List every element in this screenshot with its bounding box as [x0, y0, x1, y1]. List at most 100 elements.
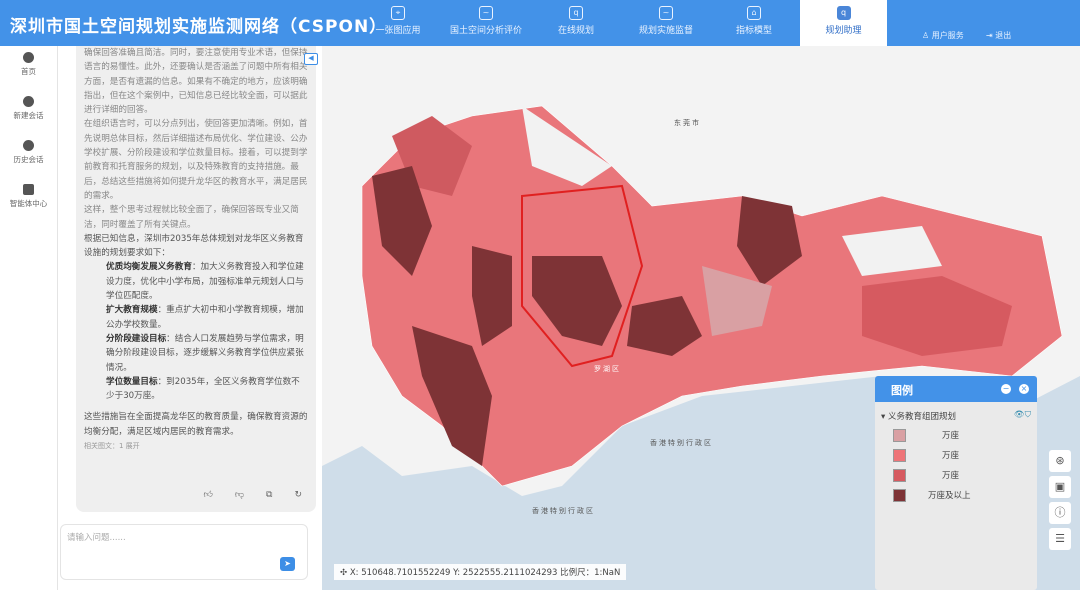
sidebar-item-label: 新建会话	[13, 111, 44, 120]
collapse-panel-button[interactable]: ◀	[304, 53, 318, 65]
sidebar: 首页 新建会话 历史会话 智能体中心	[0, 46, 58, 590]
zone	[862, 276, 1012, 356]
layers-icon: ⊛	[1055, 454, 1065, 467]
answer-item: 分阶段建设目标：结合人口发展趋势与学位需求，明确分阶段建设目标，逐步缓解义务教育…	[84, 332, 308, 375]
answer-conclusion: 这些措施旨在全面提高龙华区的教育质量，确保教育资源的均衡分配，满足区域内居民的教…	[84, 412, 308, 437]
nav-map-application[interactable]: ⌖ 一张图应用	[366, 0, 430, 46]
sidebar-item-label: 历史会话	[13, 155, 44, 164]
item-title: 优质均衡发展义务教育	[106, 262, 192, 273]
zone-high	[627, 296, 702, 356]
thumbs-up-icon[interactable]: 👍︎	[203, 489, 213, 500]
question-input[interactable]: 请输入问题...... ➤	[60, 524, 308, 580]
clock-icon	[23, 140, 34, 151]
map-label: 香港特别行政区	[532, 507, 595, 515]
basemap-toggle-button[interactable]: ⊛	[1049, 450, 1071, 472]
minimize-icon[interactable]: −	[1001, 384, 1011, 394]
map-label: 香港特别行政区	[650, 439, 713, 447]
robot-icon	[23, 184, 34, 195]
legend-header: 图例	[875, 376, 1037, 402]
zone-high	[372, 166, 432, 276]
zone-high	[412, 326, 492, 466]
legend-entry: 万座	[893, 468, 1037, 482]
thumbs-down-icon[interactable]: 👎︎	[234, 489, 245, 500]
info-icon: ⓘ	[1054, 506, 1066, 519]
sidebar-item-new-chat[interactable]: 新建会话	[0, 96, 57, 134]
answer-item: 扩大教育规模：重点扩大初中和小学教育规模，增加公办学校数量。	[84, 303, 308, 332]
legend-label: 万座	[942, 471, 960, 481]
coords-text: X: 510648.7101552249 Y: 2522555.21110242…	[349, 568, 621, 578]
chart-line-icon: ~	[659, 6, 673, 20]
thinking-text: 这样，整个思考过程就比较全面了，确保回答既专业又简洁，同时覆盖了所有关键点。	[84, 205, 299, 230]
nav-online-planning[interactable]: q 在线规划	[546, 0, 606, 46]
legend-swatch	[893, 468, 906, 482]
related-docs-link[interactable]: 相关图文：1 展开	[84, 442, 140, 451]
item-title: 扩大教育规模	[106, 305, 158, 316]
send-icon: ➤	[284, 559, 291, 568]
legend-layer[interactable]: ▾ 义务教育组团规划 👁︎⛉	[881, 410, 1031, 422]
send-button[interactable]: ➤	[280, 557, 295, 571]
nav-index-model[interactable]: ⌂ 指标模型	[724, 0, 784, 46]
legend-layer-name: 义务教育组团规划	[887, 412, 956, 422]
legend-label: 万座及以上	[928, 491, 971, 501]
nav-label: 规划助理	[825, 26, 862, 36]
item-text: ：加大义务教育投入和学位建设力度，优化中小学布局，加强标准单元规划人口与学位匹配…	[106, 262, 304, 302]
refresh-icon[interactable]: ↻	[294, 489, 302, 500]
map-pin-icon: ⌖	[391, 6, 405, 20]
map-canvas	[322, 46, 1080, 496]
info-button[interactable]: ⓘ	[1049, 502, 1071, 524]
legend-label: 万座	[942, 451, 960, 461]
zone-high	[532, 256, 622, 346]
nav-label: 规划实施监督	[638, 26, 693, 36]
copy-icon[interactable]: ⧉	[266, 489, 273, 500]
item-text: ：重点扩大初中和小学教育规模，增加公办学校数量。	[106, 305, 304, 330]
zone-empty	[842, 226, 942, 276]
header: 深圳市国土空间规划实施监测网络（CSPON） ⌖ 一张图应用 ~ 国土空间分析评价 …	[0, 0, 1080, 46]
map-label: 东莞市	[674, 119, 701, 127]
list-button[interactable]: ☰	[1049, 528, 1071, 550]
logout-label: 退出	[995, 31, 1012, 40]
item-title: 学位数量目标	[106, 376, 158, 387]
sidebar-item-label: 首页	[21, 67, 36, 76]
thinking-text: 在组织语言时，可以分点列出，使回答更加清晰。例如，首先说明总体目标，然后详细描述…	[84, 119, 308, 201]
chart-line-icon: ~	[479, 6, 493, 20]
sidebar-item-home[interactable]: 首页	[0, 52, 57, 90]
close-icon[interactable]: ×	[1019, 384, 1029, 394]
nav-plan-supervision[interactable]: ~ 规划实施监督	[628, 0, 704, 46]
sidebar-item-agent-center[interactable]: 智能体中心	[0, 184, 57, 222]
answer-item: 优质均衡发展义务教育：加大义务教育投入和学位建设力度，优化中小学布局，加强标准单…	[84, 260, 308, 303]
nav-spatial-analysis[interactable]: ~ 国土空间分析评价	[440, 0, 532, 46]
image-button[interactable]: ▣	[1049, 476, 1071, 498]
visibility-filter-icon[interactable]: 👁︎⛉	[1013, 410, 1031, 420]
logout-link[interactable]: ⇥ 退出	[986, 31, 1012, 40]
sidebar-item-label: 智能体中心	[9, 199, 48, 208]
home-icon	[23, 52, 34, 63]
nav-label: 在线规划	[557, 26, 594, 36]
house-icon: ⌂	[747, 6, 761, 20]
sidebar-item-history[interactable]: 历史会话	[0, 140, 57, 178]
chat-panel: 确保回答准确且简洁。同时，要注意使用专业术语，但保持语言的易懂性。此外，还要确认…	[58, 46, 322, 590]
map-label: 罗湖区	[594, 365, 621, 373]
nav-label: 一张图应用	[375, 26, 421, 36]
legend-panel: 图例 − × ▾ 义务教育组团规划 👁︎⛉ 万座 万座 万座 万座及以上	[875, 376, 1037, 590]
chat-icon	[23, 96, 34, 107]
map-view[interactable]: 东莞市 香港特别行政区 香港特别行政区 罗湖区 ✣ X: 510648.7101…	[322, 46, 1080, 590]
search-icon: q	[836, 6, 851, 20]
legend-swatch	[893, 488, 906, 502]
user-service-label: 用户服务	[931, 31, 964, 40]
legend-title: 图例	[891, 384, 913, 397]
answer-item: 学位数量目标：到2035年，全区义务教育学位数不少于30万座。	[84, 375, 308, 404]
item-text: ：到2035年，全区义务教育学位数不少于30万座。	[106, 376, 300, 402]
nav-planning-assistant[interactable]: q 规划助理	[800, 0, 887, 46]
legend-entry: 万座	[893, 428, 1037, 442]
answer-intro: 根据已知信息，深圳市2035年总体规划对龙华区义务教育设施的规划要求如下：	[84, 233, 304, 259]
legend-entry: 万座及以上	[893, 488, 1037, 502]
user-service-link[interactable]: ♙ 用户服务	[922, 31, 964, 40]
message-actions: 👍︎ 👎︎ ⧉ ↻	[203, 488, 302, 502]
legend-swatch	[893, 448, 906, 462]
longhua-boundary	[521, 184, 644, 368]
search-icon: q	[569, 6, 583, 20]
zone	[702, 266, 772, 336]
legend-label: 万座	[942, 431, 960, 441]
zone-high	[737, 196, 802, 286]
zone-empty	[522, 106, 612, 186]
